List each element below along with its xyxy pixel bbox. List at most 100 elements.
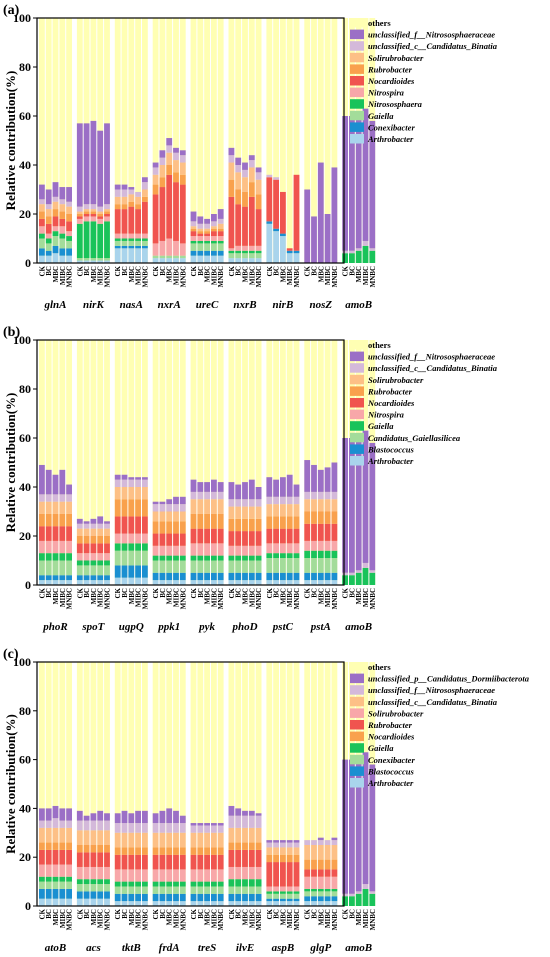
bar-segment-others [166, 340, 173, 585]
bar-segment-blue [248, 572, 255, 581]
bar-segment-lightgreen [273, 893, 279, 899]
bar-segment-lightblue [76, 260, 83, 263]
legend-entry: Blastococcus [367, 766, 414, 776]
bar-segment-pink [114, 233, 121, 239]
bar-segment-lightblue [273, 231, 279, 263]
bar-segment-red [286, 862, 293, 887]
bar-segment-lightblue [135, 577, 141, 585]
bar-segment-lightorange [104, 830, 110, 845]
bar-segment-lightpurple [159, 157, 166, 165]
bar-segment-purple [362, 752, 369, 885]
bar-segment-blue [90, 891, 97, 899]
bar-segment-lightpurple [97, 206, 104, 212]
gene-label: ureC [196, 299, 219, 311]
treatment-label: MIBC [362, 909, 370, 928]
legend-swatch [350, 87, 364, 98]
bar-segment-others [59, 340, 66, 585]
bar-segment-pink [97, 866, 104, 880]
bar-segment-pink [66, 231, 72, 237]
bar-segment-purple [217, 482, 224, 492]
bar-segment-lightpurple [166, 145, 173, 153]
bar-segment-lightblue [204, 901, 210, 906]
treatment-label: MIBC [324, 909, 332, 928]
bar-segment-others [228, 662, 235, 906]
bar-segment-red [135, 209, 141, 234]
bar-segment-lightpurple [204, 223, 210, 229]
bar-segment-others [152, 662, 159, 906]
treatment-label: MBC [128, 266, 136, 282]
bar-segment-red [173, 854, 179, 870]
legend-swatch [350, 374, 364, 385]
bar-segment-lightgreen [211, 560, 217, 573]
treatment-label: MNBC [141, 266, 149, 287]
bar-segment-pink [190, 869, 197, 882]
bar-segment-lightblue [242, 901, 248, 906]
bar-segment-orange [97, 845, 104, 853]
bar-segment-lightgreen [97, 884, 104, 892]
bar-segment-purple [342, 116, 348, 251]
bar-segment-blue [39, 575, 45, 581]
bar-segment-purple [197, 823, 204, 826]
bar-segment-lightgreen [114, 886, 121, 894]
treatment-label: MIBC [362, 266, 370, 285]
bar-segment-lightpurple [355, 891, 362, 894]
bar-segment-green [355, 893, 362, 906]
bar-segment-lightpurple [266, 842, 273, 848]
bar-segment-lightorange [39, 501, 45, 514]
bar-segment-purple [66, 808, 72, 821]
bar-segment-pink [121, 233, 128, 239]
bar-segment-lightpurple [104, 204, 110, 210]
legend-entry: Nocardioides [367, 732, 415, 742]
bar-segment-red [293, 862, 300, 887]
bar-segment-red [255, 209, 262, 246]
bar-segment-lightblue [128, 577, 135, 585]
bar-segment-others [266, 18, 273, 263]
bar-segment-lightorange [280, 504, 286, 517]
bar-segment-others [135, 18, 141, 263]
bar-segment-others [90, 662, 97, 906]
bar-segment-orange [217, 847, 224, 855]
bar-segment-lightblue [142, 577, 148, 585]
treatment-label: MNBC [141, 588, 149, 609]
bar-segment-lightgreen [211, 886, 217, 894]
bar-segment-lightorange [135, 832, 141, 848]
bar-segment-blue [52, 575, 59, 581]
treatment-label: MBC [242, 588, 250, 604]
bar-segment-lightorange [211, 226, 217, 229]
bar-segment-lightorange [104, 209, 110, 212]
bar-segment-purple [211, 214, 217, 222]
bar-segment-red [104, 214, 110, 217]
bar-segment-others [324, 18, 331, 263]
bar-segment-lightblue [173, 901, 179, 906]
bar-segment-lightorange [135, 487, 141, 500]
bar-segment-lightorange [83, 209, 90, 212]
treatment-label: MBC [317, 909, 325, 925]
bar-segment-lightorange [248, 506, 255, 519]
y-tick-label: 40 [19, 158, 31, 172]
bar-segment-lightpurple [317, 840, 324, 845]
bar-segment-red [66, 221, 72, 232]
bar-segment-lightorange [211, 832, 217, 848]
bar-segment-orange [204, 231, 210, 234]
bar-segment-blue [45, 888, 52, 899]
bar-segment-pink [128, 533, 135, 544]
treatment-label: CK [304, 265, 312, 276]
bar-segment-others [104, 662, 110, 906]
bar-segment-lightblue [293, 580, 300, 585]
legend-swatch [350, 662, 364, 672]
bar-segment-lightblue [66, 898, 72, 906]
legend-entry: unclassified_c__Candidatus_Binatia [368, 41, 498, 51]
bar-segment-lightblue [166, 580, 173, 585]
treatment-label: CK [152, 265, 160, 276]
bar-segment-orange [59, 513, 66, 527]
bar-segment-pink [121, 533, 128, 544]
bar-segment-lightpurple [166, 823, 173, 833]
bar-segment-pink [166, 869, 173, 882]
bar-segment-green [142, 881, 148, 887]
bar-segment-pink [190, 543, 197, 556]
bar-segment-lightgreen [76, 258, 83, 261]
bar-segment-orange [135, 499, 141, 517]
bar-segment-lightpurple [242, 499, 248, 507]
bar-segment-lightorange [128, 832, 135, 848]
bar-segment-red [228, 196, 235, 249]
